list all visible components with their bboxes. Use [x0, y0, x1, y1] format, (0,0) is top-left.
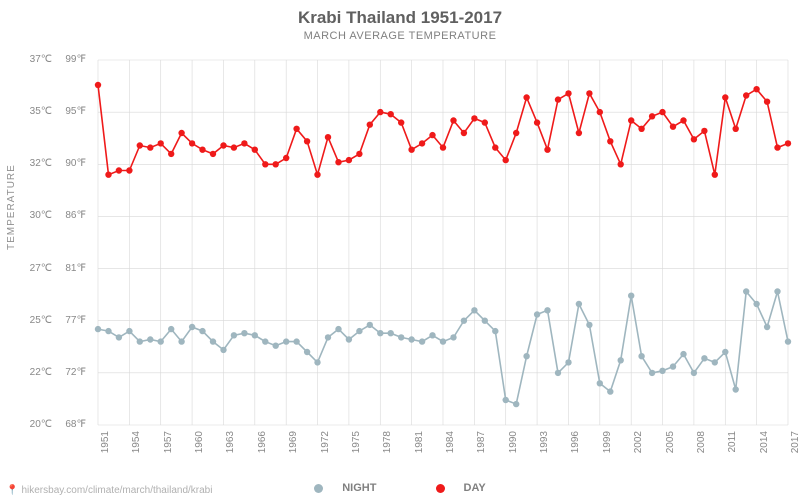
- xtick: 2008: [696, 431, 707, 461]
- xtick: 1972: [320, 431, 331, 461]
- xtick: 1978: [382, 431, 393, 461]
- xtick: 1999: [602, 431, 613, 461]
- legend-item-day: DAY: [422, 482, 500, 494]
- ytick-c: 32℃: [18, 158, 52, 169]
- legend-label-day: DAY: [464, 482, 486, 494]
- legend-item-night: NIGHT: [300, 482, 393, 494]
- xtick: 1990: [508, 431, 519, 461]
- xtick: 1969: [288, 431, 299, 461]
- ytick-c: 37℃: [18, 54, 52, 65]
- ytick-c: 20℃: [18, 419, 52, 430]
- xtick: 2005: [665, 431, 676, 461]
- xtick: 1984: [445, 431, 456, 461]
- xtick: 2014: [759, 431, 770, 461]
- source-attribution: 📍hikersbay.com/climate/march/thailand/kr…: [6, 485, 212, 496]
- xtick: 1975: [351, 431, 362, 461]
- ytick-c: 35℃: [18, 106, 52, 117]
- xtick: 1960: [194, 431, 205, 461]
- xtick: 1951: [100, 431, 111, 461]
- source-url: hikersbay.com/climate/march/thailand/kra…: [21, 485, 212, 496]
- xtick: 1996: [570, 431, 581, 461]
- xtick: 1987: [476, 431, 487, 461]
- xtick: 1954: [131, 431, 142, 461]
- legend-swatch-day: [436, 484, 445, 493]
- ytick-f: 90℉: [56, 158, 86, 169]
- xtick: 1957: [163, 431, 174, 461]
- legend-label-night: NIGHT: [342, 482, 376, 494]
- ytick-f: 81℉: [56, 263, 86, 274]
- ytick-c: 27℃: [18, 263, 52, 274]
- ytick-f: 86℉: [56, 210, 86, 221]
- xtick: 1993: [539, 431, 550, 461]
- xtick: 1963: [225, 431, 236, 461]
- xtick: 2011: [727, 431, 738, 461]
- xtick: 1981: [414, 431, 425, 461]
- ytick-c: 30℃: [18, 210, 52, 221]
- ytick-f: 68℉: [56, 419, 86, 430]
- ytick-c: 25℃: [18, 315, 52, 326]
- ytick-f: 99℉: [56, 54, 86, 65]
- xtick: 2002: [633, 431, 644, 461]
- legend-swatch-night: [314, 484, 323, 493]
- pin-icon: 📍: [6, 485, 18, 496]
- ytick-f: 72℉: [56, 367, 86, 378]
- xtick: 1966: [257, 431, 268, 461]
- ytick-f: 95℉: [56, 106, 86, 117]
- xtick: 2017: [790, 431, 800, 461]
- line-chart: [0, 0, 800, 500]
- ytick-f: 77℉: [56, 315, 86, 326]
- ytick-c: 22℃: [18, 367, 52, 378]
